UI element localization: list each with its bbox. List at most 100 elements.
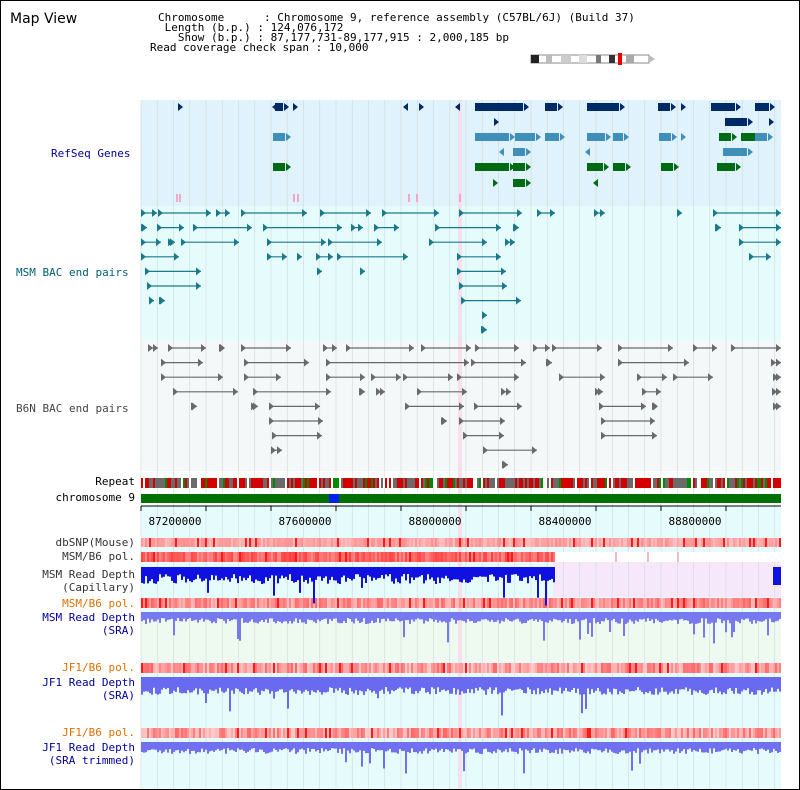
heat-cell xyxy=(665,728,667,738)
heat-cell xyxy=(479,728,481,738)
heat-cell xyxy=(721,663,723,673)
heat-cell xyxy=(195,552,197,562)
heat-cell xyxy=(453,598,455,608)
heat-cell xyxy=(223,663,225,673)
heat-cell xyxy=(473,538,475,547)
b6n-bac-track[interactable] xyxy=(148,344,781,469)
heat-cell xyxy=(699,598,701,608)
track-label-chromosome[interactable]: chromosome 9 xyxy=(55,491,135,504)
heat-cell xyxy=(301,728,303,738)
track-label-dbsnp[interactable]: dbSNP(Mouse) xyxy=(55,536,135,549)
depth-bar xyxy=(471,612,473,621)
depth-bar xyxy=(613,612,615,619)
track-label-repeat[interactable]: Repeat xyxy=(95,475,135,488)
depth-bar xyxy=(419,612,421,620)
depth-bar xyxy=(263,612,265,623)
heat-cell xyxy=(353,538,355,547)
track-label-refseq[interactable]: RefSeq Genes xyxy=(51,147,131,160)
heat-cell xyxy=(525,598,527,608)
track-label-msm-b6-pol[interactable]: MSM/B6 pol. xyxy=(62,550,135,563)
depth-bar xyxy=(769,677,771,692)
depth-bar xyxy=(759,742,761,749)
depth-bar xyxy=(173,677,175,691)
depth-bar xyxy=(529,612,531,620)
gene-arrow xyxy=(284,103,289,111)
depth-bar xyxy=(395,612,397,619)
repeat-element xyxy=(181,478,183,488)
depth-bar xyxy=(357,677,359,695)
depth-bar xyxy=(557,742,559,754)
heat-cell xyxy=(553,598,555,608)
track-label-msm-b6-pol-sra[interactable]: MSM/B6 pol. xyxy=(62,597,135,610)
gene-feature xyxy=(273,133,285,141)
depth-bar xyxy=(175,677,177,692)
read-depth-tracks[interactable] xyxy=(141,567,781,774)
repeat-element xyxy=(429,478,431,488)
gene-arrow xyxy=(286,133,291,141)
depth-bar xyxy=(431,567,433,578)
heat-cell xyxy=(479,538,481,547)
heat-cell xyxy=(223,728,225,738)
depth-bar xyxy=(225,612,227,624)
repeat-element xyxy=(407,478,409,488)
heat-cell xyxy=(191,552,193,562)
heat-cell xyxy=(231,552,233,562)
repeat-track[interactable] xyxy=(141,478,781,488)
chromosome-ideogram[interactable] xyxy=(530,53,655,65)
track-label-jf1-b6-pol-trimmed[interactable]: JF1/B6 pol. xyxy=(62,726,135,739)
depth-bar xyxy=(209,612,211,621)
depth-bar xyxy=(479,612,481,622)
heat-cell xyxy=(349,552,351,562)
heat-cell xyxy=(347,538,349,547)
depth-bar xyxy=(371,742,373,749)
heatmap-tracks[interactable] xyxy=(141,538,781,738)
track-label-msm-bac[interactable]: MSM BAC end pairs xyxy=(16,266,129,279)
refseq-genes-track[interactable] xyxy=(176,103,775,202)
repeat-element xyxy=(207,478,209,488)
heat-cell xyxy=(649,728,651,738)
msm-bac-track[interactable] xyxy=(141,209,781,334)
heat-cell xyxy=(567,552,569,562)
heat-cell xyxy=(481,663,483,673)
chromosome-bar[interactable] xyxy=(141,494,781,503)
track-label-msm-depth-sra[interactable]: MSM Read Depth xyxy=(42,611,135,624)
heat-cell xyxy=(409,538,411,547)
track-label-jf1-depth-sra[interactable]: JF1 Read Depth xyxy=(42,676,135,689)
heat-cell xyxy=(729,663,731,673)
heat-cell xyxy=(173,663,175,673)
heat-cell xyxy=(541,728,543,738)
heat-cell xyxy=(613,552,615,562)
track-label-jf1-b6-pol[interactable]: JF1/B6 pol. xyxy=(62,661,135,674)
heat-cell xyxy=(185,552,187,562)
depth-bar xyxy=(563,677,565,691)
depth-bar xyxy=(207,612,209,620)
repeat-element xyxy=(649,478,651,488)
depth-bar xyxy=(247,612,249,623)
depth-bar xyxy=(167,742,169,753)
depth-bar xyxy=(559,612,561,621)
heat-cell xyxy=(187,728,189,738)
track-label-jf1-depth-trimmed[interactable]: JF1 Read Depth xyxy=(42,741,135,754)
heat-cell xyxy=(405,598,407,608)
heat-cell xyxy=(371,598,373,608)
heat-cell xyxy=(237,538,239,547)
repeat-element xyxy=(255,478,257,488)
repeat-element xyxy=(605,478,607,488)
heat-cell xyxy=(205,538,207,547)
heat-cell xyxy=(193,598,195,608)
depth-bar xyxy=(217,612,219,619)
track-label-msm-depth-capillary[interactable]: MSM Read Depth xyxy=(42,568,135,581)
bac-end-arrow xyxy=(533,344,538,352)
depth-bar xyxy=(391,567,393,582)
heat-cell xyxy=(373,728,375,738)
heat-cell xyxy=(729,598,731,608)
depth-bar xyxy=(635,612,637,621)
heat-cell xyxy=(347,728,349,738)
heat-cell xyxy=(691,598,693,608)
depth-bar xyxy=(367,677,369,689)
depth-bar xyxy=(497,677,499,695)
heat-cell xyxy=(623,728,625,738)
track-label-b6n-bac[interactable]: B6N BAC end pairs xyxy=(16,402,129,415)
bac-end-arrow xyxy=(403,252,408,261)
